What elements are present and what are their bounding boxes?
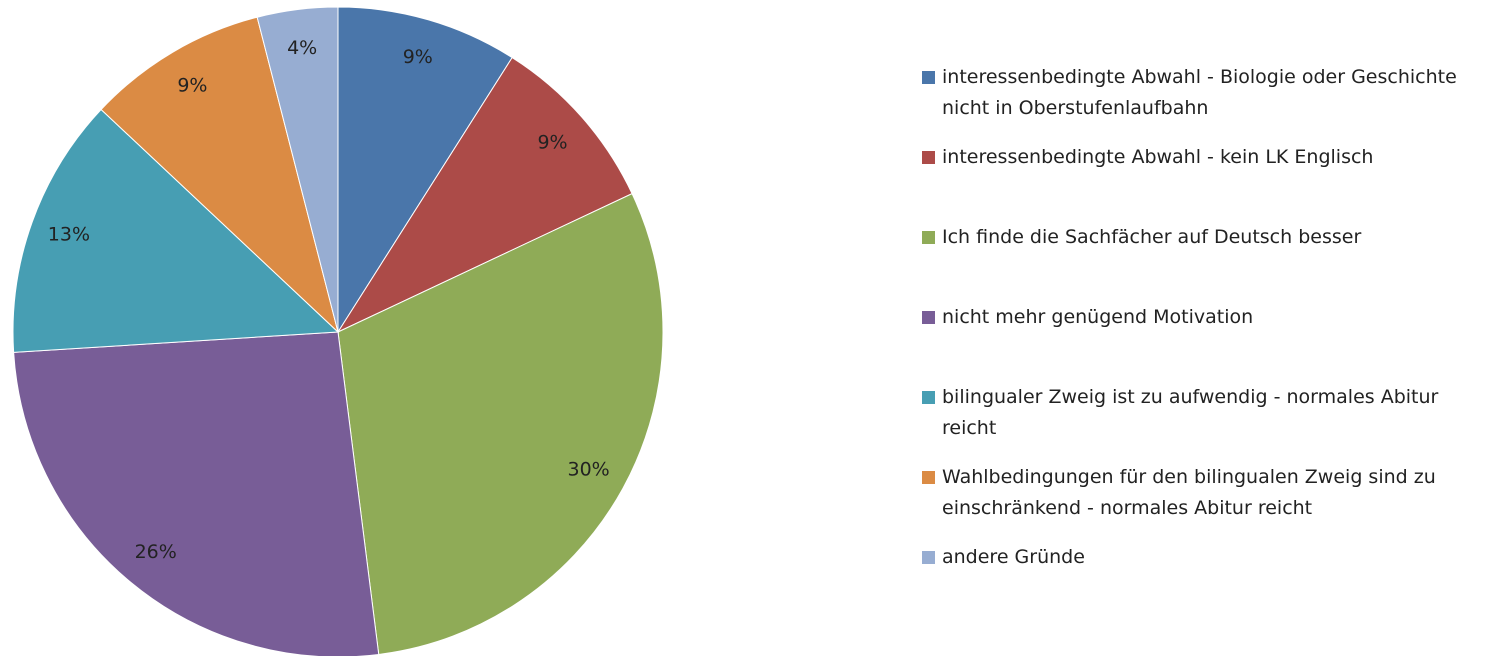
pie-slice: [13, 331, 380, 656]
data-label: 26%: [135, 541, 177, 563]
legend-label: nicht mehr genügend Motivation: [942, 306, 1254, 328]
legend-item: Wahlbedingungen für den bilingualen Zwei…: [922, 462, 1482, 524]
pie-slice: [337, 192, 664, 655]
legend-label: bilingualer Zweig ist zu aufwendig - nor…: [942, 386, 1439, 439]
legend-swatch: [922, 151, 935, 164]
legend-item: Ich finde die Sachfächer auf Deutsch bes…: [922, 222, 1482, 253]
legend-swatch: [922, 231, 935, 244]
legend-swatch: [922, 71, 935, 84]
pie-slice: [100, 16, 339, 334]
legend-swatch: [922, 311, 935, 324]
legend-label: interessenbedingte Abwahl - Biologie ode…: [942, 66, 1457, 119]
legend-swatch: [922, 471, 935, 484]
legend-item: nicht mehr genügend Motivation: [922, 302, 1482, 333]
pie-slice: [256, 6, 339, 333]
legend-item: interessenbedingte Abwahl - Biologie ode…: [922, 62, 1482, 124]
legend-swatch: [922, 551, 935, 564]
pie-chart: 9% 9% 30% 26% 13% 9% 4%: [12, 6, 664, 656]
data-label: 9%: [537, 131, 567, 153]
legend-swatch: [922, 391, 935, 404]
data-label: 9%: [177, 74, 207, 96]
data-label: 9%: [403, 46, 433, 68]
data-label: 30%: [568, 458, 610, 480]
legend-item: andere Gründe: [922, 542, 1482, 573]
legend-label: Ich finde die Sachfächer auf Deutsch bes…: [942, 226, 1362, 248]
legend-label: Wahlbedingungen für den bilingualen Zwei…: [942, 466, 1436, 519]
pie-slice: [12, 108, 340, 353]
legend-label: interessenbedingte Abwahl - kein LK Engl…: [942, 146, 1374, 168]
data-label: 4%: [287, 37, 317, 59]
pie-slice: [336, 56, 633, 334]
legend-item: interessenbedingte Abwahl - kein LK Engl…: [922, 142, 1482, 173]
pie-slice: [337, 6, 513, 334]
legend-item: bilingualer Zweig ist zu aufwendig - nor…: [922, 382, 1482, 444]
data-label: 13%: [48, 224, 90, 246]
legend-label: andere Gründe: [942, 546, 1085, 568]
